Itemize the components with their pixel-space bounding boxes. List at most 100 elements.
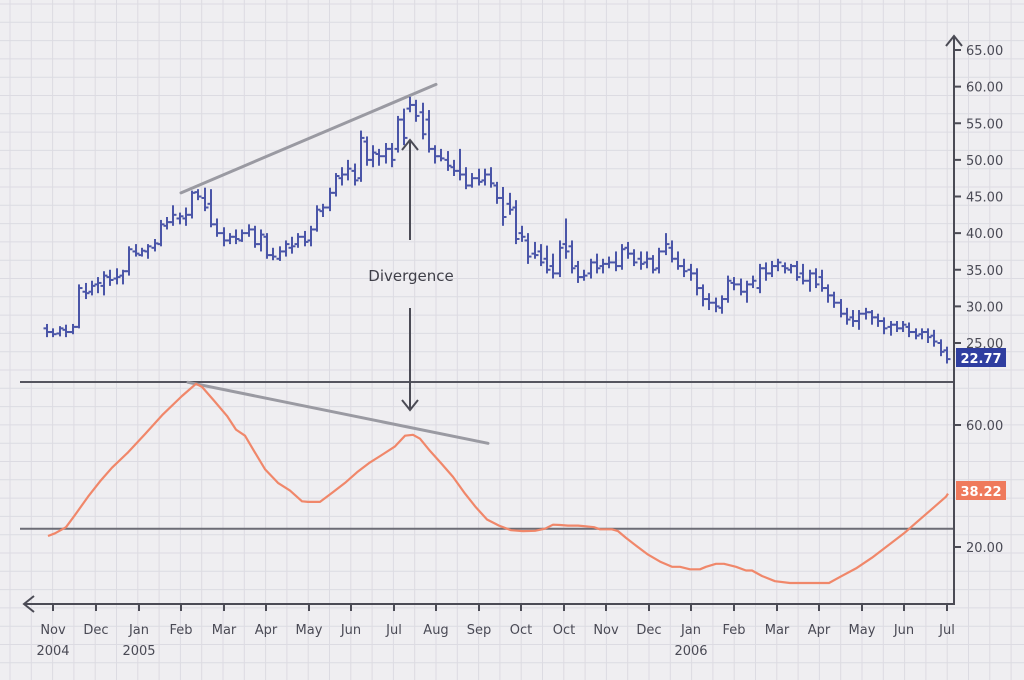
ohlc-bar [157, 219, 165, 247]
ohlc-bar [905, 322, 913, 338]
x-tick-label: Feb [722, 623, 745, 638]
ohlc-bar [332, 173, 340, 197]
oscillator-panel [20, 380, 954, 585]
x-tick-label: Apr [808, 623, 831, 638]
ohlc-bar [369, 145, 377, 168]
ohlc-bar [781, 262, 789, 274]
ohlc-bar [543, 245, 551, 274]
ohlc-bar [132, 244, 140, 257]
price-y-tick-label: 45.00 [966, 191, 1003, 206]
ohlc-bar [375, 148, 383, 166]
oscillator-y-tick-label: 20.00 [966, 541, 1003, 556]
ohlc-bar [257, 229, 265, 252]
ohlc-bar [468, 173, 476, 188]
ohlc-bar [351, 163, 359, 186]
ohlc-bar [705, 293, 713, 311]
ohlc-bar [506, 192, 514, 215]
price-y-ticks: 25.0030.0035.0040.0045.0050.0055.0060.00… [954, 44, 1003, 352]
ohlc-bar [288, 236, 296, 254]
x-tick-label: Jan [128, 623, 149, 638]
ohlc-bar [56, 326, 64, 337]
up-arrow-head-icon [945, 34, 963, 47]
ohlc-bar [412, 99, 420, 122]
ohlc-bar [912, 328, 920, 340]
x-tick-label: May [849, 623, 876, 638]
oscillator-last-value-badge: 38.22 [956, 481, 1006, 500]
x-tick-label: Mar [212, 623, 237, 638]
oscillator-y-tick-label: 60.00 [966, 419, 1003, 434]
ohlc-bar [593, 253, 601, 274]
x-tick-label: Sep [467, 623, 492, 638]
ohlc-bar [568, 240, 576, 274]
x-tick-label: Nov [40, 623, 66, 638]
ohlc-bar [830, 291, 838, 308]
ohlc-bar [144, 244, 152, 259]
ohlc-bar [319, 203, 327, 218]
ohlc-bar [880, 317, 888, 335]
ohlc-bar [605, 256, 613, 269]
ohlc-bar [301, 230, 309, 247]
ohlc-bar [487, 167, 495, 188]
ohlc-bar [194, 189, 202, 201]
x-ticks: Nov 2004 Dec Jan 2005 Feb Mar Apr May Jun Jul Aug Se… [36, 604, 955, 659]
ohlc-bar [88, 280, 96, 296]
ohlc-bar [649, 255, 657, 274]
ohlc-bar [282, 240, 290, 257]
divergence-label: Divergence [368, 267, 453, 285]
price-y-tick-label: 40.00 [966, 227, 1003, 242]
ohlc-bar [637, 251, 645, 270]
price-y-tick-label: 65.00 [966, 44, 1003, 59]
x-axis: Nov 2004 Dec Jan 2005 Feb Mar Apr May Jun Jul Aug Se… [22, 595, 955, 659]
x-tick-label: Jul [938, 623, 955, 638]
ohlc-bar [680, 258, 688, 278]
ohlc-bar [357, 130, 365, 182]
ohlc-bar [94, 277, 102, 294]
ohlc-bar [537, 244, 545, 267]
ohlc-bar [843, 307, 851, 325]
price-last-value: 22.77 [960, 352, 1001, 367]
price-y-tick-label: 50.00 [966, 154, 1003, 169]
oscillator-line [47, 382, 949, 585]
x-tick-label: Oct [510, 623, 532, 638]
price-y-tick-label: 30.00 [966, 300, 1003, 315]
ohlc-bar [213, 218, 221, 237]
ohlc-bar [630, 249, 638, 267]
ohlc-bar [524, 233, 532, 264]
ohlc-bar [125, 246, 133, 276]
ohlc-bar [899, 321, 907, 333]
ohlc-bar [294, 233, 302, 248]
ohlc-bar [62, 324, 70, 338]
ohlc-bar [812, 268, 820, 289]
ohlc-bar [75, 284, 83, 329]
ohlc-bar [562, 218, 570, 259]
year-label: 2006 [674, 644, 707, 659]
ohlc-bar [793, 260, 801, 281]
x-tick-label: Feb [169, 623, 192, 638]
ohlc-bar [400, 108, 408, 146]
x-tick-label: Jan [680, 623, 701, 638]
ohlc-bar [49, 328, 57, 338]
ohlc-bar [82, 282, 90, 300]
ohlc-bar [512, 200, 520, 245]
ohlc-bar [662, 233, 670, 256]
left-arrow-head-icon [22, 595, 35, 613]
x-tick-label: Aug [423, 623, 448, 638]
ohlc-bar [344, 159, 352, 181]
x-tick-label: Jul [385, 623, 402, 638]
x-tick-label: Jun [340, 623, 361, 638]
ohlc-bar [113, 268, 121, 285]
price-y-tick-label: 60.00 [966, 81, 1003, 96]
ohlc-bar [269, 247, 277, 261]
x-tick-label: Dec [83, 623, 108, 638]
ohlc-bar [176, 212, 184, 225]
ohlc-bar [518, 225, 526, 242]
price-ohlc-bars [43, 96, 951, 364]
ohlc-bar [724, 275, 732, 303]
ohlc-bar [388, 143, 396, 168]
price-rising-trendline [179, 82, 438, 195]
ohlc-bar [313, 205, 321, 232]
arrow-up-icon [401, 138, 419, 151]
x-tick-label: Nov [593, 623, 619, 638]
